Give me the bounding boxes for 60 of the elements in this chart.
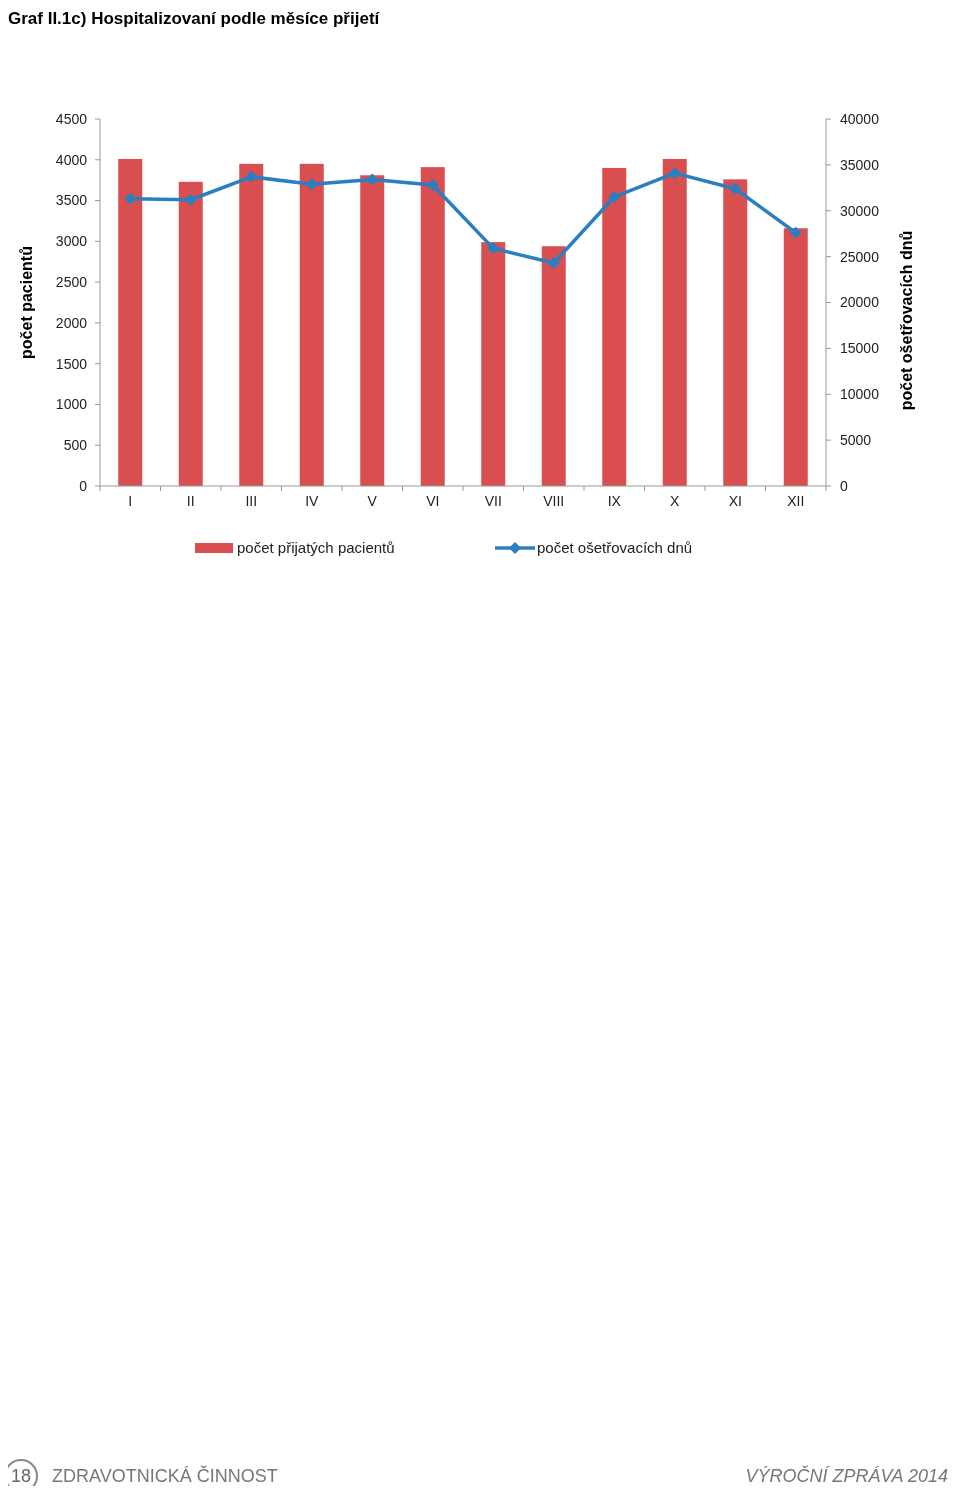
x-tick-label: II [186, 493, 195, 509]
text: ZDRAVOTNICKÁ ČINNOST [52, 1465, 278, 1487]
x-tick-label: III [245, 493, 258, 509]
bar [239, 163, 264, 486]
x-tick-label: IX [607, 493, 622, 509]
point [245, 170, 258, 183]
bar [420, 167, 445, 486]
legend-label: počet přijatých pacientů [237, 539, 395, 557]
text: VÝROČNÍ ZPRÁVA 2014 [745, 1465, 948, 1487]
y-axis-title: počet pacientů [18, 246, 35, 359]
bar [541, 246, 566, 486]
bar [481, 242, 506, 486]
y-tick-label: 1000 [55, 396, 88, 413]
x-tick-label: XI [728, 493, 742, 509]
point [789, 226, 802, 239]
point [305, 178, 318, 191]
y-tick-label: 1500 [55, 355, 88, 372]
y-tick-label: 0 [79, 477, 88, 494]
x-tick-label: XII [787, 493, 805, 509]
y-tick-label: 4000 [55, 151, 88, 168]
y2-tick-label: 5000 [840, 432, 872, 449]
y-tick-label: 2500 [55, 274, 88, 291]
point [668, 167, 681, 180]
x-tick-label: VIII [543, 493, 565, 509]
x-tick-label: VII [484, 493, 502, 509]
bar [299, 163, 324, 486]
bar [360, 175, 385, 486]
bar [178, 181, 203, 486]
point [729, 182, 742, 195]
y2-tick-label: 25000 [840, 248, 880, 265]
x-tick-label: V [367, 493, 378, 509]
y2-tick-label: 15000 [840, 340, 880, 357]
bar [783, 228, 808, 486]
point [608, 190, 621, 203]
point [366, 173, 379, 186]
y2-tick-label: 10000 [840, 386, 880, 403]
y2-tick-label: 35000 [840, 156, 880, 173]
point [547, 257, 560, 270]
y2-tick-label: 30000 [840, 202, 880, 219]
y-tick-label: 500 [63, 437, 88, 454]
y-tick-label: 3500 [55, 192, 88, 209]
x-tick-label: IV [305, 493, 320, 509]
text: 18 [10, 1466, 32, 1487]
x-tick-label: VI [426, 493, 440, 509]
bar [602, 167, 627, 486]
y-tick-label: 3000 [55, 233, 88, 250]
x-tick-label: X [670, 493, 681, 509]
bar [662, 158, 687, 486]
bar [723, 179, 748, 486]
chart-title: Graf II.1c) Hospitalizovaní podle měsíce přijetí [8, 9, 381, 28]
y2-tick-label: 40000 [840, 110, 880, 127]
y2-tick-label: 0 [840, 477, 848, 494]
y2-tick-label: 20000 [840, 294, 880, 311]
bar [118, 158, 143, 486]
y2-axis-title: počet ošetřovacích dnů [898, 230, 915, 411]
x-tick-label: I [128, 493, 133, 509]
y-tick-label: 2000 [55, 314, 88, 331]
point [487, 242, 500, 255]
y-tick-label: 4500 [55, 110, 88, 127]
legend-label: počet ošetřovacích dnů [537, 539, 693, 557]
